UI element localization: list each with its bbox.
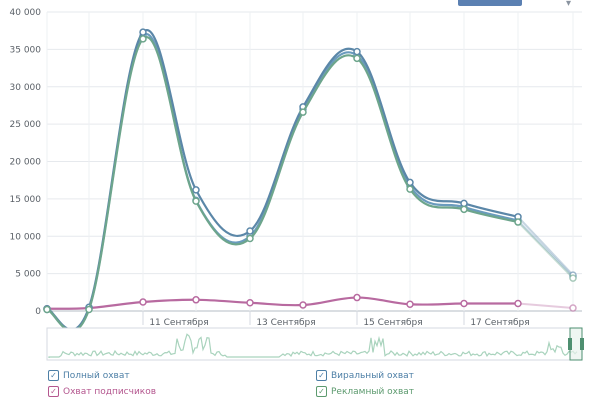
data-point [353, 54, 361, 63]
data-point [460, 299, 468, 308]
data-point [139, 35, 147, 43]
chart-canvas: 0 5 000 10 000 15 000 20 000 25 000 30 000 35 0… [10, 8, 584, 361]
data-point [299, 108, 307, 116]
legend-label: Рекламный охват [331, 386, 415, 397]
legend-label: Полный охват [63, 370, 130, 381]
data-point [192, 296, 200, 304]
data-point [569, 304, 577, 312]
y-tick-label: 20 000 [10, 158, 42, 168]
legend-label: Виральный охват [331, 370, 414, 381]
legend-item-ad-reach[interactable]: ✓ Рекламный охват [316, 386, 414, 397]
data-point [353, 47, 361, 56]
period-button[interactable] [458, 0, 522, 6]
y-tick-label: 40 000 [10, 8, 42, 18]
checkbox-icon[interactable]: ✓ [48, 386, 59, 397]
series-line-projection [517, 219, 574, 278]
navigator-handle-right [580, 338, 584, 350]
data-point [139, 28, 147, 36]
series-line-projection [517, 216, 574, 276]
x-tick-label: 13 Сентября [256, 318, 315, 328]
series-line [46, 296, 519, 310]
data-point [353, 293, 361, 302]
legend-label: Охват подписчиков [63, 386, 157, 397]
x-tick-label: 17 Сентября [470, 318, 529, 328]
navigator-line [48, 333, 578, 358]
data-point [246, 234, 254, 243]
x-tick-label: 15 Сентября [363, 318, 422, 328]
legend-item-viral-reach[interactable]: ✓ Виральный охват [316, 370, 414, 381]
chevron-down-icon[interactable]: ▾ [566, 0, 572, 9]
y-tick-label: 0 [35, 307, 41, 317]
data-point [406, 185, 414, 193]
series-line [46, 28, 519, 331]
data-point [514, 299, 522, 308]
series-line-projection [517, 221, 574, 279]
data-point [85, 305, 93, 314]
data-point [460, 199, 468, 208]
checkbox-icon[interactable]: ✓ [316, 386, 327, 397]
series-line [46, 36, 519, 333]
y-tick-label: 15 000 [10, 195, 42, 205]
data-point [514, 218, 522, 226]
chart-legend: ✓ Полный охват ✓ Охват подписчиков ✓ Вир… [0, 366, 600, 406]
data-point [43, 305, 51, 314]
y-tick-label: 5 000 [15, 270, 41, 280]
data-point [246, 227, 254, 235]
navigator-handle-left [568, 338, 572, 350]
legend-item-subscriber-reach[interactable]: ✓ Охват подписчиков [48, 386, 156, 397]
data-point [192, 197, 200, 205]
data-point [460, 205, 468, 214]
checkbox-icon[interactable]: ✓ [316, 370, 327, 381]
data-point [569, 274, 577, 282]
x-tick-label: 11 Сентября [149, 318, 208, 328]
data-point [139, 298, 147, 306]
legend-item-full-reach[interactable]: ✓ Полный охват [48, 370, 130, 381]
y-tick-label: 10 000 [10, 232, 42, 242]
y-tick-label: 25 000 [10, 120, 42, 130]
data-point [299, 301, 307, 309]
y-tick-label: 35 000 [10, 45, 42, 55]
series-line [46, 33, 519, 332]
data-point [192, 186, 200, 194]
data-point [406, 300, 414, 309]
series-line-projection [517, 302, 574, 310]
checkbox-icon[interactable]: ✓ [48, 370, 59, 381]
y-tick-label: 30 000 [10, 83, 42, 93]
data-point [246, 299, 254, 307]
